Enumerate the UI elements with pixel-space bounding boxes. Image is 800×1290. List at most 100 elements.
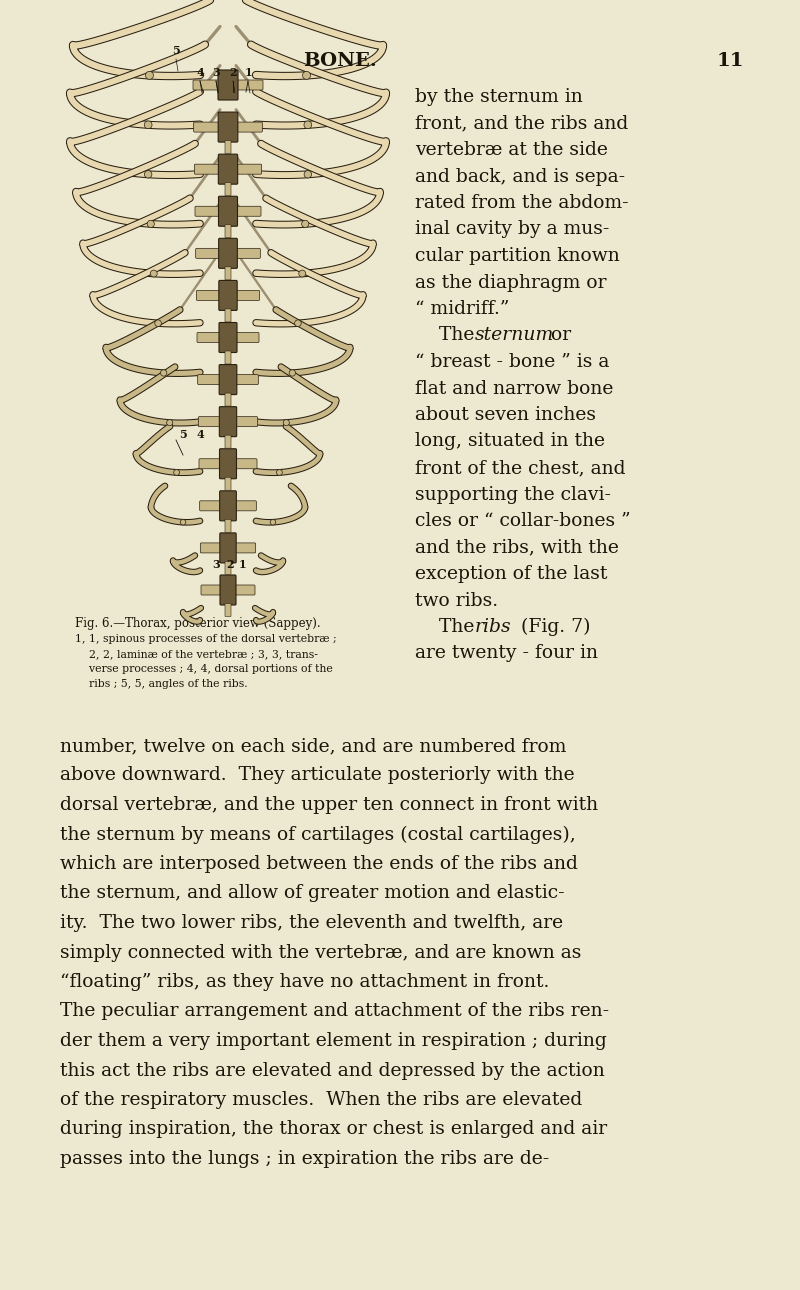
FancyBboxPatch shape (225, 183, 231, 196)
FancyBboxPatch shape (218, 196, 238, 226)
Circle shape (174, 470, 179, 475)
FancyBboxPatch shape (225, 351, 231, 364)
FancyBboxPatch shape (235, 584, 255, 595)
Text: dorsal vertebræ, and the upper ten connect in front with: dorsal vertebræ, and the upper ten conne… (60, 796, 598, 814)
FancyBboxPatch shape (236, 417, 258, 427)
FancyBboxPatch shape (194, 164, 219, 174)
Text: ribs ; 5, 5, angles of the ribs.: ribs ; 5, 5, angles of the ribs. (75, 679, 248, 689)
FancyBboxPatch shape (236, 333, 259, 343)
Circle shape (289, 370, 295, 377)
FancyBboxPatch shape (225, 520, 231, 533)
FancyBboxPatch shape (195, 206, 219, 217)
Text: (Fig. 7): (Fig. 7) (515, 618, 590, 636)
Circle shape (144, 121, 152, 129)
Text: during inspiration, the thorax or chest is enlarged and air: during inspiration, the thorax or chest … (60, 1121, 607, 1139)
Text: this act the ribs are elevated and depressed by the action: this act the ribs are elevated and depre… (60, 1062, 605, 1080)
FancyBboxPatch shape (225, 308, 231, 322)
Text: as the diaphragm or: as the diaphragm or (415, 273, 606, 292)
FancyBboxPatch shape (200, 501, 221, 511)
Circle shape (180, 520, 186, 525)
Text: 3: 3 (212, 560, 220, 570)
FancyBboxPatch shape (197, 333, 220, 343)
Text: which are interposed between the ends of the ribs and: which are interposed between the ends of… (60, 855, 578, 873)
FancyBboxPatch shape (225, 393, 231, 406)
FancyBboxPatch shape (219, 406, 237, 437)
Circle shape (150, 270, 158, 277)
FancyBboxPatch shape (237, 80, 263, 90)
Circle shape (304, 121, 312, 129)
FancyBboxPatch shape (219, 280, 237, 311)
FancyBboxPatch shape (225, 141, 231, 154)
Circle shape (146, 71, 154, 80)
Text: The peculiar arrangement and attachment of the ribs ren-: The peculiar arrangement and attachment … (60, 1002, 609, 1020)
Text: ribs: ribs (475, 618, 512, 636)
FancyBboxPatch shape (201, 584, 221, 595)
Text: The: The (415, 326, 480, 344)
Circle shape (294, 320, 302, 326)
FancyBboxPatch shape (237, 123, 262, 132)
Text: flat and narrow bone: flat and narrow bone (415, 379, 614, 397)
Text: 1: 1 (239, 560, 247, 570)
Text: “floating” ribs, as they have no attachment in front.: “floating” ribs, as they have no attachm… (60, 973, 550, 991)
Text: 2: 2 (226, 560, 234, 570)
FancyBboxPatch shape (198, 374, 220, 384)
Text: 5: 5 (179, 430, 187, 440)
FancyBboxPatch shape (220, 533, 236, 562)
Text: “ midriff.”: “ midriff.” (415, 301, 510, 319)
Text: 5: 5 (172, 45, 180, 57)
Text: 1, 1, spinous processes of the dorsal vertebræ ;: 1, 1, spinous processes of the dorsal ve… (75, 633, 337, 644)
Text: long, situated in the: long, situated in the (415, 432, 605, 450)
FancyBboxPatch shape (218, 155, 238, 184)
Text: front of the chest, and: front of the chest, and (415, 459, 626, 477)
Text: and the ribs, with the: and the ribs, with the (415, 538, 619, 556)
FancyBboxPatch shape (199, 459, 221, 468)
Text: are twenty - four in: are twenty - four in (415, 645, 598, 663)
Text: cular partition known: cular partition known (415, 246, 620, 264)
FancyBboxPatch shape (196, 290, 220, 301)
Text: BONE.: BONE. (303, 52, 377, 70)
FancyBboxPatch shape (193, 80, 219, 90)
FancyBboxPatch shape (219, 322, 237, 352)
Text: two ribs.: two ribs. (415, 592, 498, 609)
Text: ity.  The two lower ribs, the eleventh and twelfth, are: ity. The two lower ribs, the eleventh an… (60, 915, 563, 931)
Circle shape (270, 520, 276, 525)
FancyBboxPatch shape (235, 501, 256, 511)
Text: inal cavity by a mus-: inal cavity by a mus- (415, 221, 610, 239)
FancyBboxPatch shape (237, 164, 262, 174)
Text: sternum: sternum (475, 326, 554, 344)
FancyBboxPatch shape (225, 561, 231, 574)
Circle shape (302, 221, 309, 227)
Text: Fig. 6.—Thorax, posterior view (Sappey).: Fig. 6.—Thorax, posterior view (Sappey). (75, 617, 321, 630)
FancyBboxPatch shape (219, 449, 237, 479)
FancyBboxPatch shape (236, 374, 258, 384)
Text: der them a very important element in respiration ; during: der them a very important element in res… (60, 1032, 606, 1050)
Text: above downward.  They articulate posteriorly with the: above downward. They articulate posterio… (60, 766, 574, 784)
FancyBboxPatch shape (220, 575, 236, 605)
FancyBboxPatch shape (225, 604, 231, 617)
Circle shape (304, 170, 311, 178)
Text: exception of the last: exception of the last (415, 565, 607, 583)
Circle shape (154, 320, 162, 326)
FancyBboxPatch shape (220, 490, 236, 521)
FancyBboxPatch shape (235, 543, 256, 553)
Circle shape (283, 419, 290, 426)
FancyBboxPatch shape (218, 70, 238, 101)
FancyBboxPatch shape (236, 249, 260, 258)
Text: 4: 4 (196, 67, 204, 79)
FancyBboxPatch shape (235, 459, 257, 468)
Text: 3: 3 (212, 67, 220, 79)
Text: 4: 4 (196, 430, 204, 440)
Text: verse processes ; 4, 4, dorsal portions of the: verse processes ; 4, 4, dorsal portions … (75, 664, 333, 673)
Circle shape (302, 71, 310, 80)
Text: or: or (545, 326, 571, 344)
Circle shape (277, 470, 282, 475)
Text: cles or “ collar-bones ”: cles or “ collar-bones ” (415, 512, 630, 530)
FancyBboxPatch shape (200, 543, 221, 553)
Text: rated from the abdom-: rated from the abdom- (415, 194, 629, 212)
Text: “ breast - bone ” is a: “ breast - bone ” is a (415, 353, 610, 372)
FancyBboxPatch shape (218, 112, 238, 142)
FancyBboxPatch shape (236, 290, 260, 301)
Text: 2, 2, laminæ of the vertebræ ; 3, 3, trans-: 2, 2, laminæ of the vertebræ ; 3, 3, tra… (75, 649, 318, 659)
FancyBboxPatch shape (225, 435, 231, 448)
Text: The: The (415, 618, 480, 636)
